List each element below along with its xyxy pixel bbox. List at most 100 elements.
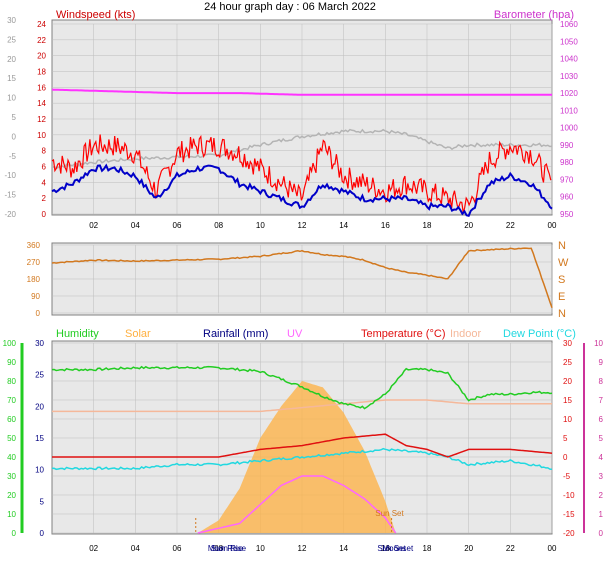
dir-tick-label: 90 — [31, 292, 40, 301]
wind-tick-label: 18 — [37, 68, 46, 77]
dir-tick-label: 0 — [36, 309, 41, 318]
x-tick-label: 04 — [131, 544, 140, 553]
wind-tick-label: 0 — [42, 210, 47, 219]
humidity-tick-label: 30 — [7, 472, 16, 481]
moon-rise-annotation: Moon Rise — [208, 544, 247, 553]
temp-tick-label: 0 — [563, 453, 568, 462]
baro-tick-label: 970 — [560, 175, 574, 184]
wind-tick-label: 20 — [37, 52, 46, 61]
wind-tick-label: 14 — [37, 99, 46, 108]
x-tick-label: 16 — [381, 221, 390, 230]
x-tick-label: 02 — [89, 221, 98, 230]
x-tick-label: 06 — [173, 544, 182, 553]
x-tick-label: 18 — [423, 544, 432, 553]
baro-tick-label: 1000 — [560, 124, 578, 133]
wind-tick-label: 12 — [37, 115, 46, 124]
uv-tick-label: 3 — [599, 472, 604, 481]
sun-set-annotation: Sun Set — [377, 544, 406, 553]
dir-tick-label: 360 — [27, 241, 41, 250]
temp-tick-label: 15 — [563, 396, 572, 405]
humidity-tick-label: 70 — [7, 396, 16, 405]
humidity-tick-label: 20 — [7, 491, 16, 500]
rain-tick-label: 0 — [40, 529, 45, 538]
dir-tick-label: 270 — [27, 258, 41, 267]
x-tick-label: 14 — [339, 544, 348, 553]
baro-tick-label: 1030 — [560, 72, 578, 81]
x-tick-label: 04 — [131, 221, 140, 230]
temp-tick-label: 20 — [563, 377, 572, 386]
uv-tick-label: 10 — [594, 339, 603, 348]
humidity-tick-label: 80 — [7, 377, 16, 386]
legend-item: UV — [287, 328, 303, 340]
wind-tick-label: 4 — [42, 178, 47, 187]
humidity-tick-label: 90 — [7, 358, 16, 367]
baro-tick-label: 990 — [560, 141, 574, 150]
compass-tick-label: N — [558, 308, 566, 320]
uv-tick-label: 6 — [599, 415, 604, 424]
wind-tick-label: 16 — [37, 83, 46, 92]
rain-tick-label: 10 — [35, 466, 44, 475]
wind-tick-label: 6 — [42, 163, 47, 172]
wind-direction-line — [51, 247, 553, 309]
rain-tick-label: 20 — [35, 402, 44, 411]
legend-item: Temperature (°C) — [361, 328, 445, 340]
legend-item: Solar — [125, 328, 151, 340]
outer-tick-label: -10 — [4, 171, 16, 180]
rain-tick-label: 15 — [35, 434, 44, 443]
dew-point-line — [51, 447, 553, 471]
temp-tick-label: 10 — [563, 415, 572, 424]
wind-tick-label: 24 — [37, 20, 46, 29]
legend-item: Humidity — [56, 328, 99, 340]
baro-tick-label: 1050 — [560, 37, 578, 46]
x-tick-label: 08 — [214, 221, 223, 230]
outer-tick-label: -20 — [4, 210, 16, 219]
temp-tick-label: 30 — [563, 339, 572, 348]
x-tick-label: 18 — [423, 221, 432, 230]
wind-tick-label: 2 — [42, 194, 47, 203]
humidity-tick-label: 50 — [7, 434, 16, 443]
windspeed-line — [51, 134, 552, 214]
uv-tick-label: 7 — [599, 396, 604, 405]
humidity-line — [51, 365, 553, 410]
outer-tick-label: 30 — [7, 16, 16, 25]
rain-tick-label: 5 — [40, 497, 45, 506]
x-tick-label: 10 — [256, 544, 265, 553]
x-tick-label: 00 — [548, 544, 557, 553]
baro-tick-label: 1040 — [560, 55, 578, 64]
uv-tick-label: 2 — [599, 491, 604, 500]
temp-tick-label: -5 — [563, 472, 571, 481]
wind-tick-label: 22 — [37, 36, 46, 45]
baro-tick-label: 960 — [560, 193, 574, 202]
temperature-line — [52, 433, 553, 458]
uv-tick-label: 9 — [599, 358, 604, 367]
humidity-tick-label: 60 — [7, 415, 16, 424]
wind-tick-label: 8 — [42, 147, 47, 156]
windspeed-label: Windspeed (kts) — [56, 9, 135, 21]
uv-tick-label: 4 — [599, 453, 604, 462]
x-tick-label: 22 — [506, 221, 515, 230]
outer-tick-label: 5 — [12, 113, 17, 122]
humidity-tick-label: 40 — [7, 453, 16, 462]
rain-tick-label: 25 — [35, 371, 44, 380]
legend-item: Rainfall (mm) — [203, 328, 268, 340]
compass-tick-label: E — [558, 291, 565, 303]
barometer-line — [51, 88, 552, 96]
temp-tick-label: 5 — [563, 434, 568, 443]
baro-tick-label: 980 — [560, 158, 574, 167]
uv-tick-label: 1 — [599, 510, 604, 519]
humidity-tick-label: 0 — [12, 529, 17, 538]
windspeed-average-line — [51, 163, 553, 217]
sun-set-marker-label: Sun Set — [375, 509, 404, 518]
rain-tick-label: 30 — [35, 339, 44, 348]
outer-tick-label: 15 — [7, 74, 16, 83]
x-tick-label: 06 — [173, 221, 182, 230]
baro-tick-label: 1010 — [560, 106, 578, 115]
x-tick-label: 02 — [89, 544, 98, 553]
humidity-tick-label: 10 — [7, 510, 16, 519]
indoor-temp-line — [52, 399, 552, 413]
x-tick-label: 08 — [214, 544, 223, 553]
compass-tick-label: N — [558, 240, 566, 252]
moonset-annotation: Moonset — [382, 544, 413, 553]
baro-tick-label: 1060 — [560, 20, 578, 29]
